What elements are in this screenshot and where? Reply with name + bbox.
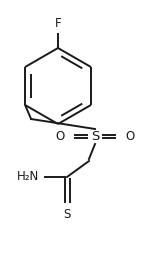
Text: O: O <box>125 129 134 142</box>
Text: O: O <box>56 129 65 142</box>
Text: S: S <box>63 208 71 221</box>
Text: H₂N: H₂N <box>17 171 39 184</box>
Text: F: F <box>55 17 61 30</box>
Text: S: S <box>91 129 99 142</box>
